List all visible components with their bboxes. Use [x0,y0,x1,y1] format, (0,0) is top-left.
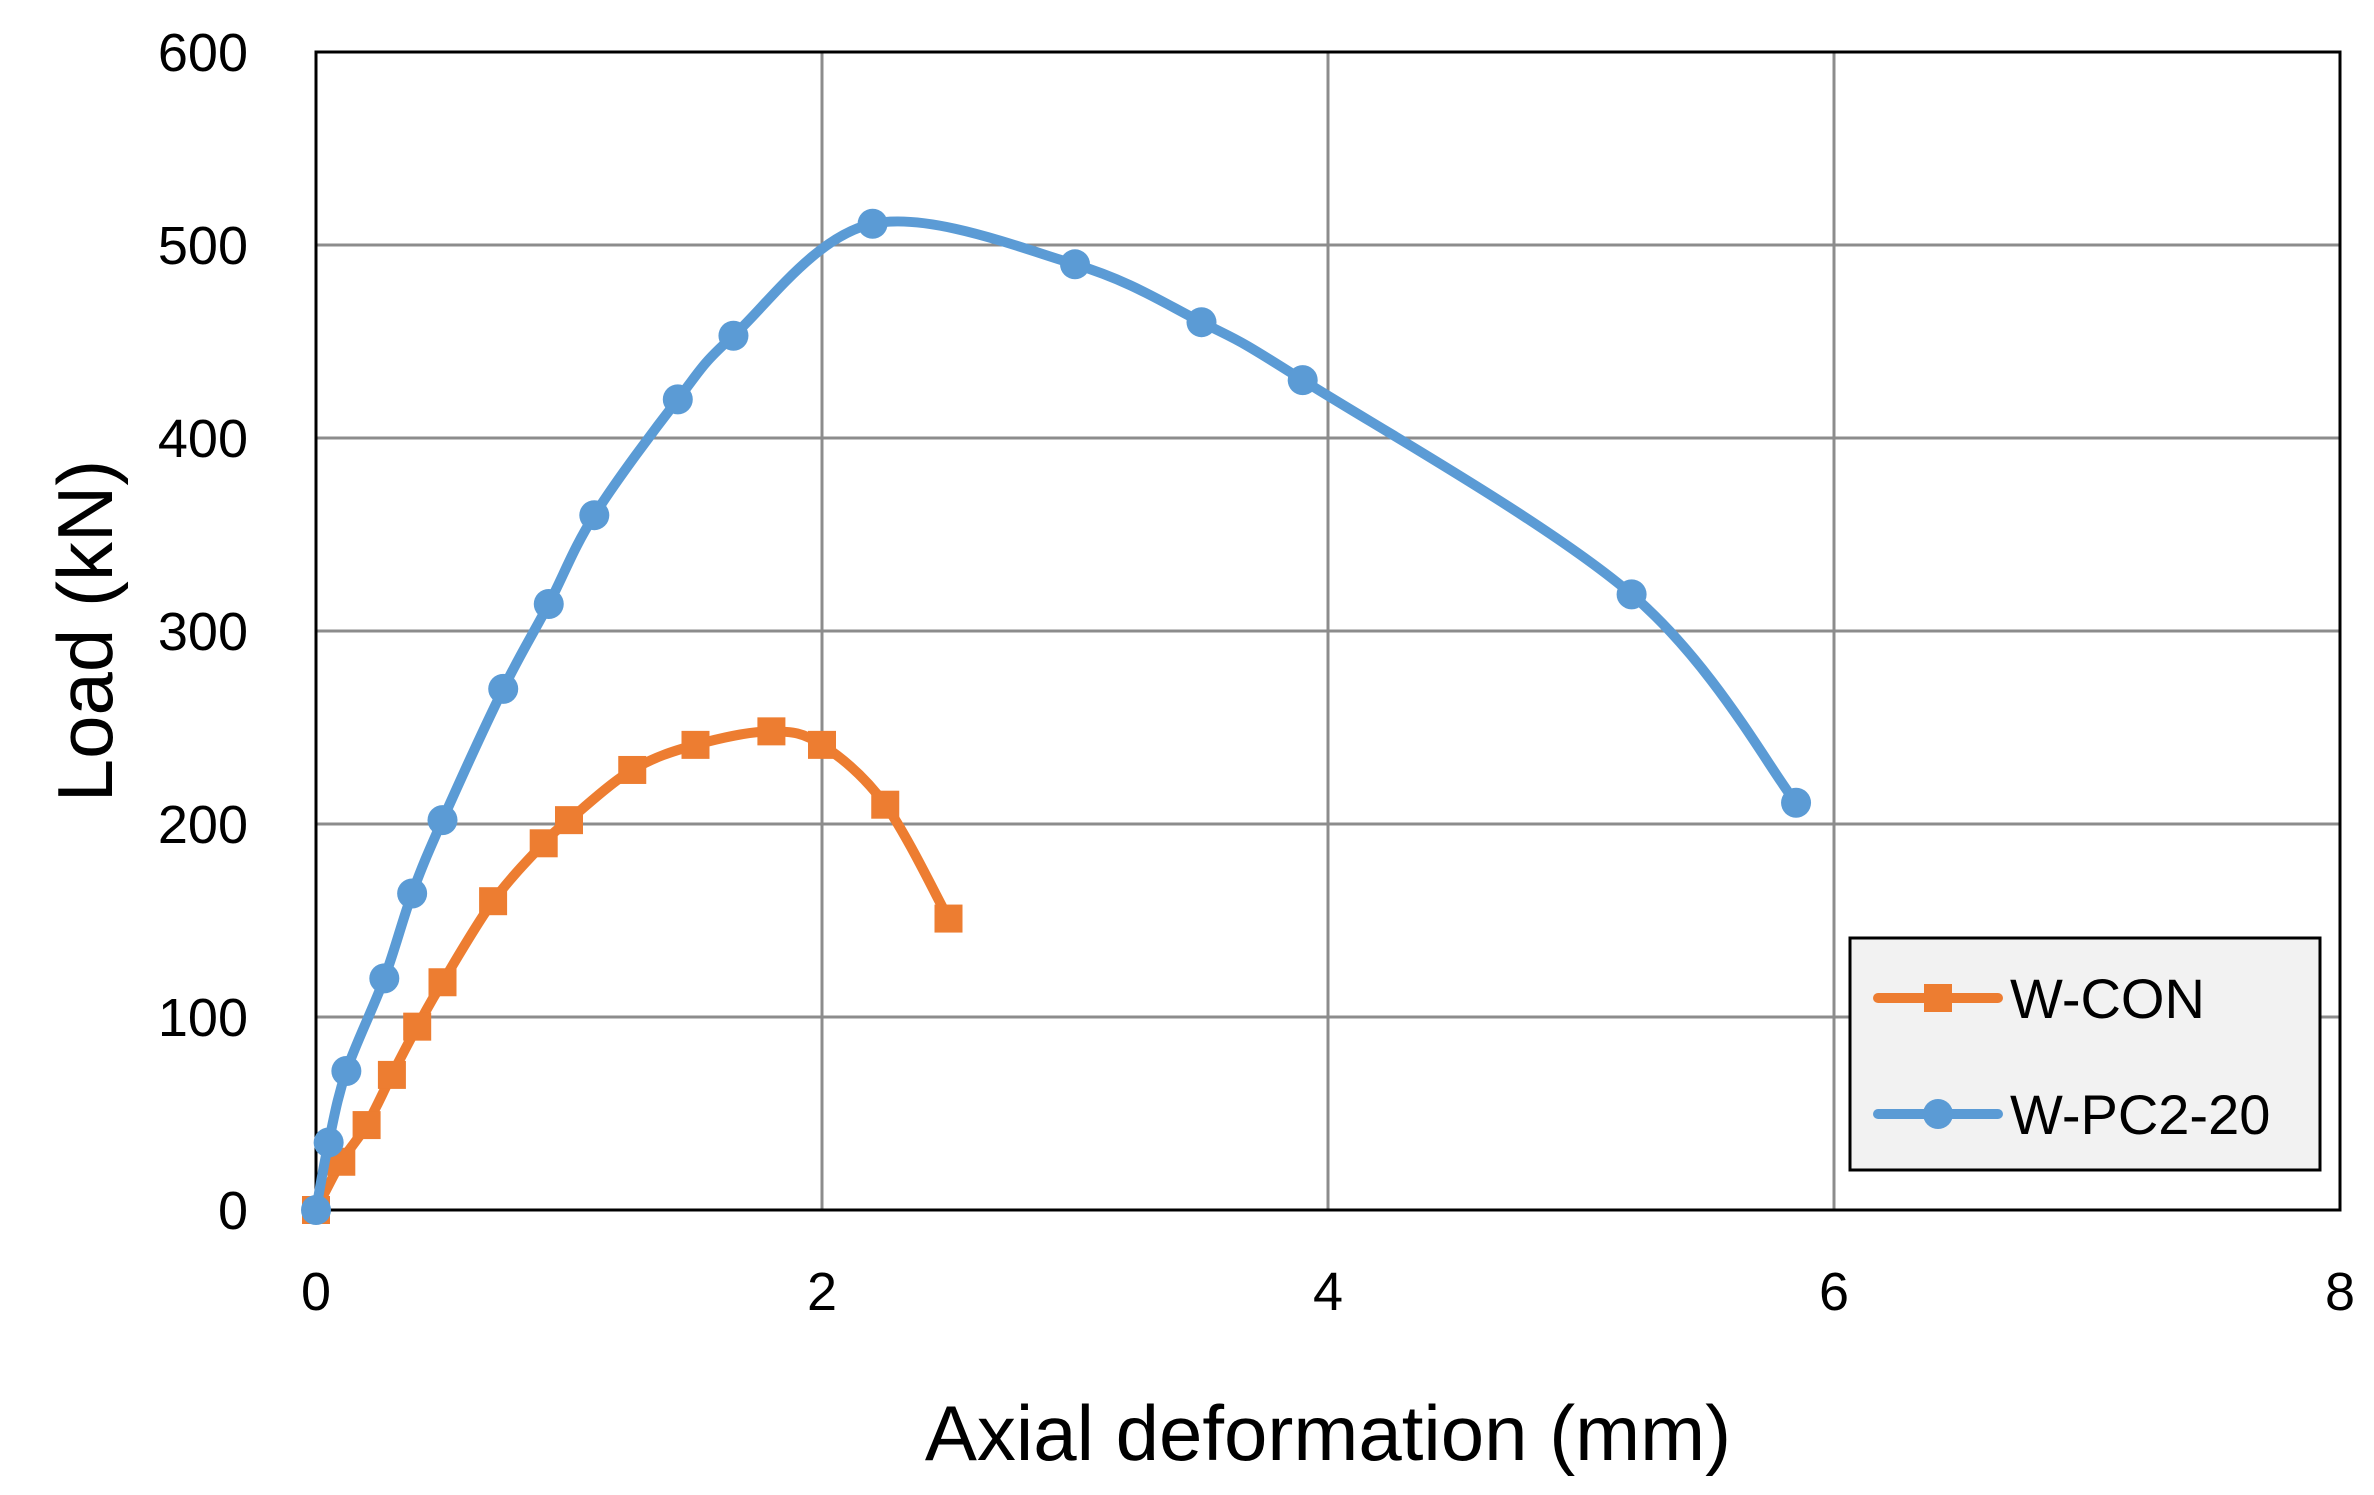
data-point-w-con [403,1012,432,1041]
series-layer [301,208,1812,1225]
legend-item-w-pc2-20: W-PC2-20 [1873,1083,2270,1146]
legend-swatch-marker [1924,984,1952,1012]
data-point-w-pc2-20 [1060,249,1090,280]
y-axis-title: Load (kN) [41,460,129,802]
data-point-w-con [428,968,457,997]
x-axis-title: Axial deformation (mm) [925,1389,1731,1477]
data-point-w-con [934,904,963,933]
x-tick-label: 2 [807,1262,837,1322]
series-w-pc2-20 [301,208,1812,1225]
data-point-w-pc2-20 [313,1127,344,1158]
data-point-w-pc2-20 [579,500,610,531]
y-tick-label: 600 [158,23,248,83]
data-point-w-con [352,1111,381,1140]
data-point-w-pc2-20 [397,878,428,909]
y-tick-label: 500 [158,216,248,276]
data-point-w-pc2-20 [488,673,519,704]
y-tick-label: 0 [218,1181,248,1241]
data-point-w-pc2-20 [1616,579,1647,610]
data-point-w-pc2-20 [662,384,693,415]
data-point-w-pc2-20 [427,805,458,836]
data-point-w-con [681,730,710,759]
data-point-w-con [808,730,836,759]
legend: W-CON W-PC2-20 [1848,936,2322,1172]
data-point-w-con [555,806,583,835]
plot-area-frame [314,50,2342,1212]
data-point-w-pc2-20 [331,1056,362,1087]
data-point-w-pc2-20 [301,1195,331,1225]
data-point-w-con [529,829,558,858]
data-point-w-pc2-20 [1287,365,1318,396]
data-point-w-con [757,717,786,746]
legend-swatch-marker [1923,1099,1953,1129]
data-point-w-con [618,755,647,784]
legend-box [1848,936,2322,1172]
data-point-w-con [871,790,900,819]
data-point-w-pc2-20 [857,208,888,239]
x-tick-label: 6 [1819,1262,1849,1322]
data-point-w-con [479,887,508,916]
legend-label: W-CON [2010,967,2205,1030]
y-tick-label: 100 [158,988,248,1048]
data-point-w-con [377,1060,406,1089]
data-point-w-pc2-20 [718,320,749,351]
y-tick-label: 400 [158,409,248,469]
data-point-w-pc2-20 [1186,307,1217,338]
x-tick-label: 0 [301,1262,331,1322]
data-point-w-pc2-20 [1781,787,1812,818]
x-axis-tick-labels: 0 2 4 6 8 [301,1262,2355,1322]
y-tick-label: 300 [158,602,248,662]
data-point-w-pc2-20 [369,963,400,994]
x-tick-label: 4 [1313,1262,1343,1322]
legend-item-w-con: W-CON [1873,967,2205,1030]
x-tick-label: 8 [2325,1262,2355,1322]
legend-label: W-PC2-20 [2010,1083,2270,1146]
y-tick-label: 200 [158,795,248,855]
data-point-w-pc2-20 [533,588,564,619]
y-axis-tick-labels: 0 100 200 300 400 500 600 [158,23,248,1241]
